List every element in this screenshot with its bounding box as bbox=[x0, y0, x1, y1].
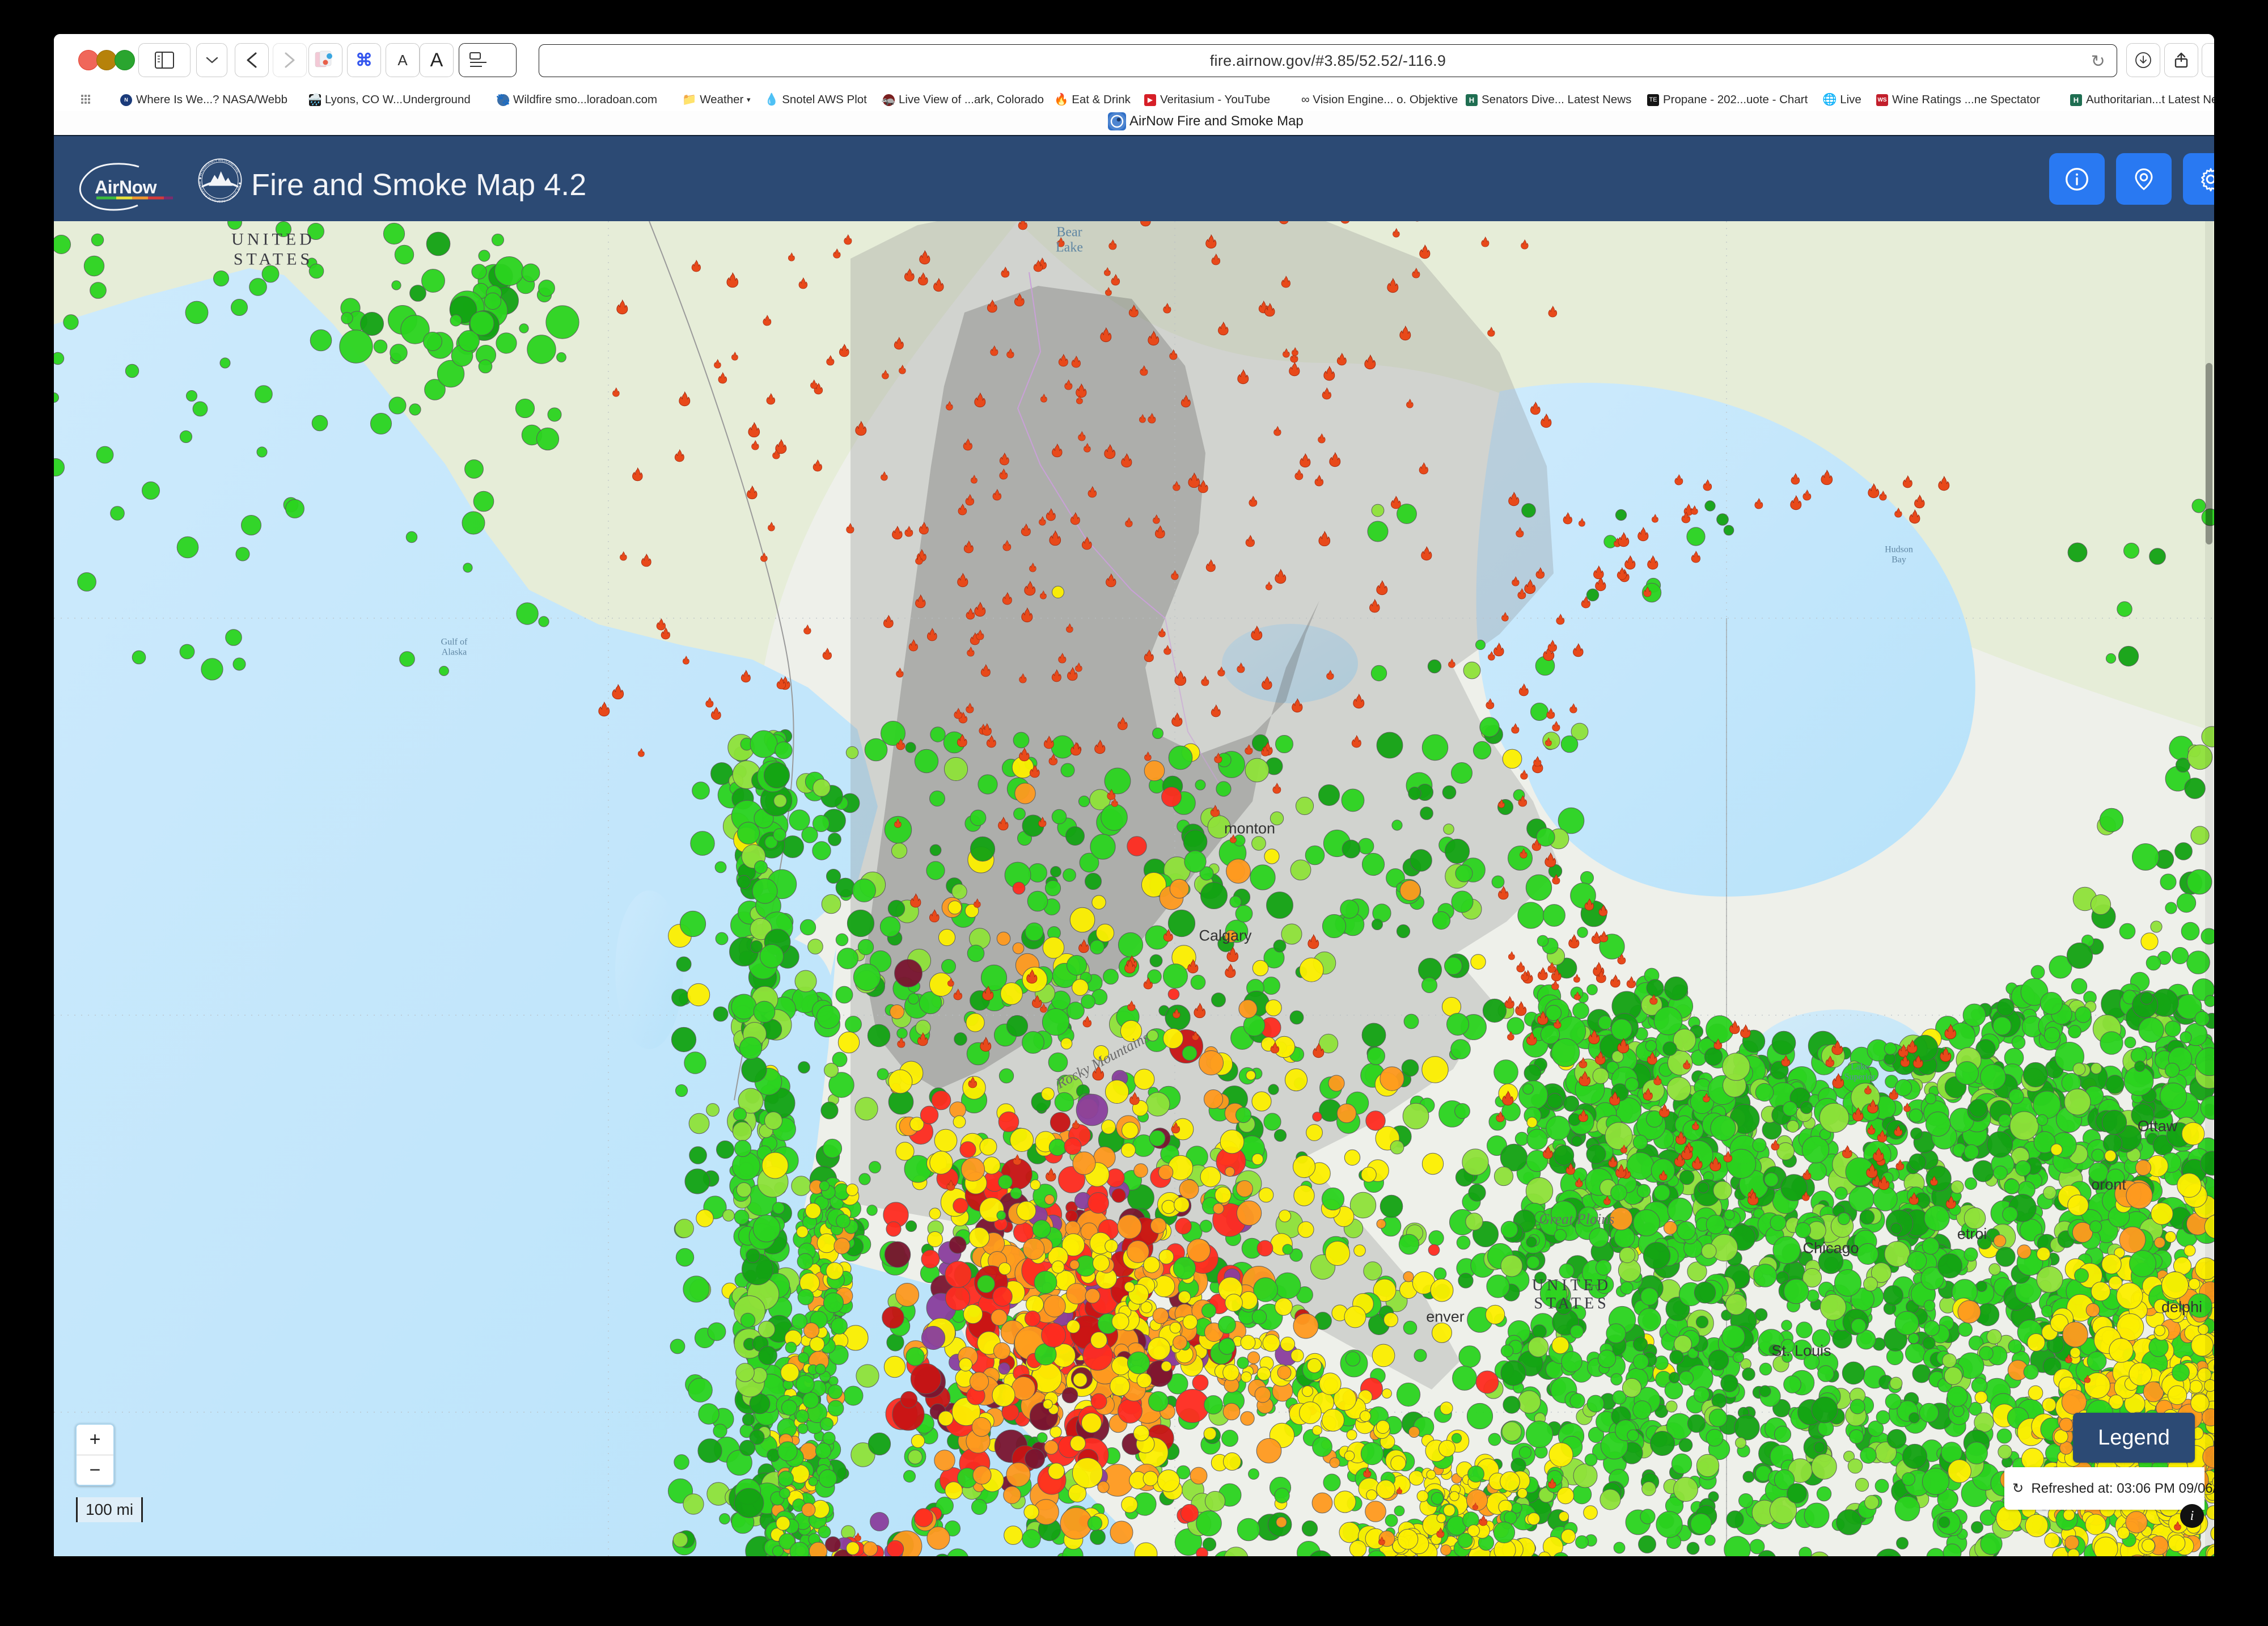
svg-text:AirNow: AirNow bbox=[95, 177, 157, 197]
